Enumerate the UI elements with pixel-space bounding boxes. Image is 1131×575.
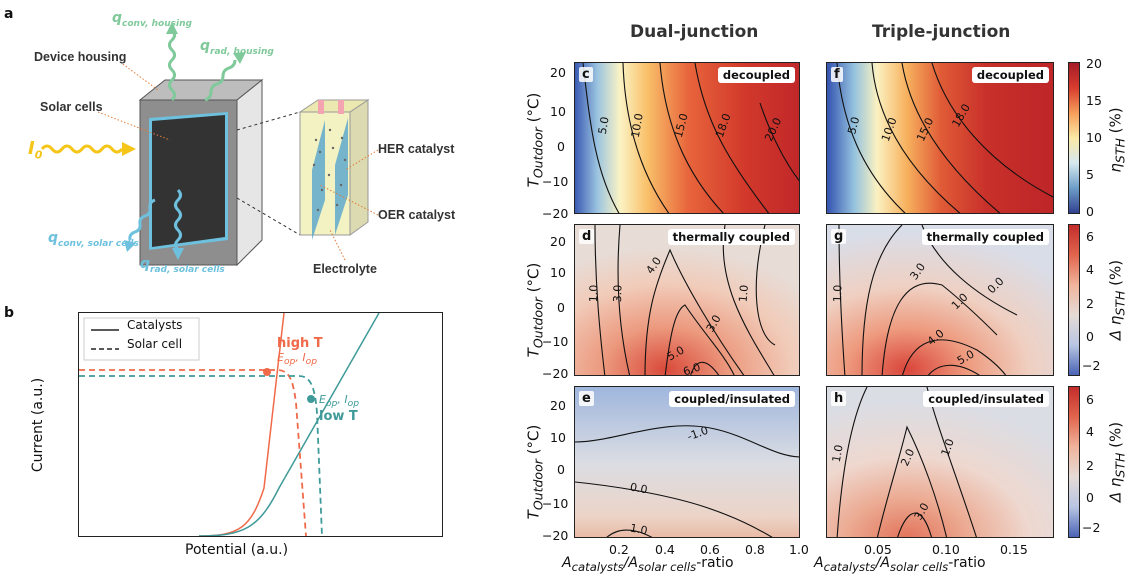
- colorbar-eta: [1068, 62, 1080, 214]
- high-t-op-label: Eop, Iop: [277, 351, 318, 368]
- colorbar-delta-1: [1068, 224, 1080, 376]
- panel-d: d thermally coupled 1.0 3.0 4.0 5.0 6.0 …: [574, 224, 800, 376]
- contour-c: [575, 63, 799, 213]
- legend-solar-cell: Solar cell: [127, 337, 183, 351]
- panel-c: c decoupled 5.0 10.0 15.0 18.0 20.0: [574, 62, 800, 214]
- panel-f: f decoupled 5.0 10.0 15.0 18.0: [826, 62, 1054, 214]
- xlabel-triple: Acatalysts/Asolar cells-ratio: [814, 555, 986, 574]
- iv-curves: [79, 313, 380, 536]
- panel-g: g thermally coupled 1.0 3.0 1.0 0.0 4.0 …: [826, 224, 1054, 376]
- colorbar-delta-1-label: Δ ηSTH (%): [1106, 259, 1128, 341]
- q-rad-housing-arrow: [204, 59, 237, 102]
- contour-e: [575, 387, 799, 537]
- iv-xlabel: Potential (a.u.): [185, 542, 289, 558]
- contour-h: [827, 387, 1053, 537]
- her-catalyst-shape: [335, 118, 348, 235]
- panel-letter-b: b: [4, 305, 15, 321]
- panel-letter-a: a: [4, 6, 14, 22]
- q-conv-housing-arrow: [168, 28, 176, 102]
- oer-catalyst-shape: [312, 120, 325, 240]
- iv-legend: [83, 317, 200, 361]
- q-conv-solar-arrow: [128, 198, 156, 241]
- legend-catalysts: Catalysts: [127, 318, 183, 332]
- housing-side-face: [236, 78, 263, 267]
- device-illustration: [40, 22, 379, 267]
- low-t-label: low T: [319, 409, 358, 424]
- iv-plot-frame: Catalysts Solar cell high T Eop, Iop Eop…: [78, 312, 443, 537]
- q-conv-solar-label: qconv, solar cells: [48, 230, 139, 249]
- panel-e: e coupled/insulated -1.0 0.0 1.0: [574, 386, 800, 538]
- solar-cells-label: Solar cells: [40, 100, 103, 114]
- high-t-label: high T: [277, 336, 323, 351]
- iv-ylabel: Current (a.u.): [30, 377, 46, 473]
- q-rad-solar-arrow: [174, 188, 182, 252]
- solar-cell-panel: [152, 115, 225, 247]
- q-rad-housing-label: qrad, housing: [200, 38, 274, 57]
- i0-label: I0: [28, 138, 43, 162]
- colorbar-delta-2: [1068, 386, 1080, 538]
- col-title-dual: Dual-junction: [630, 22, 759, 42]
- contour-f: [827, 63, 1053, 213]
- solar-irradiance-arrow: [40, 144, 124, 154]
- operating-point-high-t: [263, 368, 271, 376]
- q-rad-solar-label: qrad, solar cells: [140, 256, 225, 275]
- panel-h: h coupled/insulated 1.0 2.0 1.0 3.0: [826, 386, 1054, 538]
- catalyst-low-t-curve: [198, 313, 380, 536]
- xlabel-dual: Acatalysts/Asolar cells-ratio: [562, 555, 734, 574]
- q-conv-housing-label: qconv, housing: [112, 10, 192, 29]
- solar-low-t-curve: [79, 375, 323, 536]
- contour-g: [827, 225, 1053, 375]
- electrolyte-label: Electrolyte: [313, 262, 377, 276]
- her-catalyst-label: HER catalyst: [378, 142, 455, 156]
- colorbar-delta-2-label: Δ ηSTH (%): [1106, 421, 1128, 503]
- oer-catalyst-label: OER catalyst: [378, 208, 456, 222]
- col-title-triple: Triple-junction: [872, 22, 1011, 42]
- colorbar-eta-label: ηSTH (%): [1106, 107, 1128, 173]
- low-t-op-label: Eop, Iop: [319, 393, 360, 410]
- contour-d: [575, 225, 799, 375]
- operating-point-low-t: [307, 395, 315, 403]
- device-housing-label: Device housing: [34, 50, 127, 64]
- solar-high-t-curve: [79, 369, 307, 536]
